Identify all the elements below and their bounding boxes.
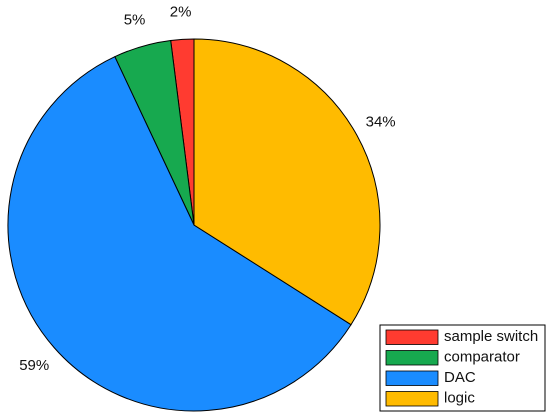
value-label: 2% [170,3,192,20]
value-label: 34% [366,113,396,130]
value-label: 59% [19,357,49,374]
legend-label: DAC [444,369,476,386]
pie-slice [7,56,352,412]
pie-slice [193,38,381,326]
value-label: 5% [124,11,146,28]
legend-label: logic [444,390,475,407]
legend-label: sample switch [444,328,538,345]
legend-label: comparator [444,349,520,366]
legend-swatch [385,350,439,366]
legend: sample switch comparator DAC logic [379,324,546,412]
legend-swatch [385,391,439,407]
legend-swatch [385,370,439,386]
legend-swatch [385,329,439,345]
